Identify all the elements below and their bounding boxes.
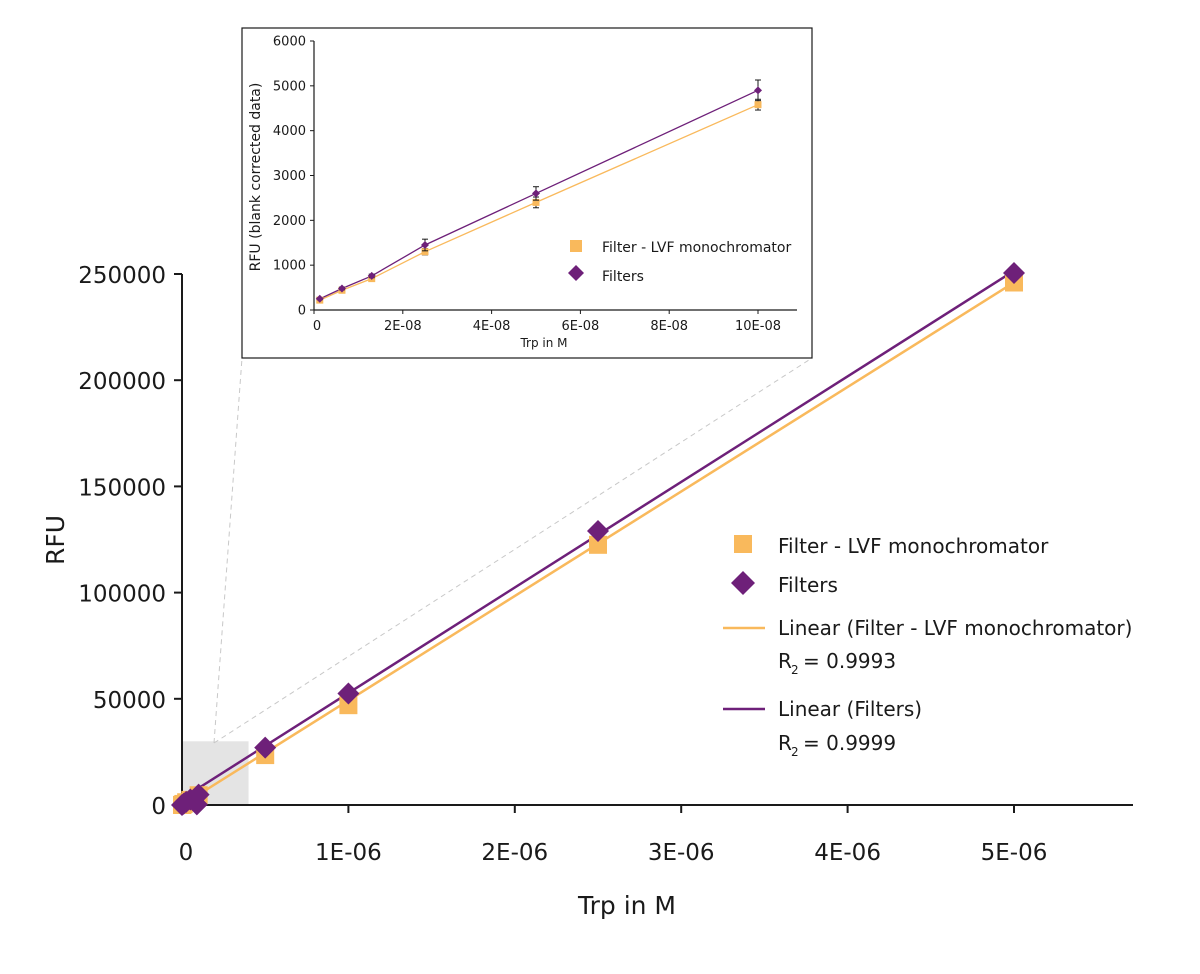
inset-x-tick-label: 10E-08 <box>735 319 781 334</box>
y-axis-title: RFU <box>41 515 70 565</box>
inset-line-lvf <box>319 104 759 301</box>
inset-legend-swatch-lvf <box>570 240 582 252</box>
inset-x-tick-label: 4E-08 <box>473 319 511 334</box>
inset-x-axis-title: Trp in M <box>519 336 567 350</box>
inset-chart: 0 1000 2000 3000 4000 5000 6000 0 2E-08 4E-08 6E-0… <box>241 27 813 359</box>
legend-label-lvf: Filter - LVF monochromator <box>778 534 1049 558</box>
main-legend: Filter - LVF monochromator Filters Linear … <box>723 534 1132 759</box>
x-axis-title: Trp in M <box>577 891 676 920</box>
data-point-filters <box>254 736 277 759</box>
r2-subscript-lvf: 2 <box>791 663 799 677</box>
inset-y-tick-label: 4000 <box>273 124 306 139</box>
r2-value-lvf: = 0.9993 <box>803 649 896 673</box>
data-point-filters <box>187 783 210 806</box>
x-tick-label: 2E-06 <box>481 840 548 866</box>
legend-label-filters: Filters <box>778 573 838 597</box>
inset-y-tick-label: 0 <box>298 304 306 319</box>
y-tick-label: 150000 <box>78 475 166 501</box>
inset-point-filters <box>367 271 376 280</box>
inset-y-tick-label: 6000 <box>273 35 306 50</box>
inset-line-filters <box>319 89 759 300</box>
inset-point-lvf <box>421 248 429 256</box>
inset-y-axis-title: RFU (blank corrected data) <box>248 83 264 272</box>
inset-frame <box>241 27 813 359</box>
y-tick-label: 0 <box>151 794 166 820</box>
inset-y-tick-label: 2000 <box>273 214 306 229</box>
y-tick-label: 100000 <box>78 582 166 608</box>
legend-swatch-lvf <box>734 535 752 553</box>
inset-point-filters <box>337 284 346 293</box>
inset-point-filters <box>315 294 324 303</box>
y-tick-label: 50000 <box>93 688 166 714</box>
inset-y-tick-label: 1000 <box>273 259 306 274</box>
zoom-connector-right <box>213 357 813 744</box>
x-tick-label: 0 <box>179 840 194 866</box>
legend-label-trend-lvf: Linear (Filter - LVF monochromator) <box>778 616 1132 640</box>
inset-legend-swatch-filters <box>568 265 584 281</box>
r2-label-lvf: R <box>778 649 792 673</box>
inset-x-tick-label: 2E-08 <box>384 319 422 334</box>
data-point-lvf <box>339 696 358 715</box>
r2-label-filters: R <box>778 731 792 755</box>
inset-x-tick-label: 0 <box>313 319 321 334</box>
inset-x-tick-label: 6E-08 <box>562 319 600 334</box>
data-point-filters <box>337 682 360 705</box>
x-tick-label: 3E-06 <box>648 840 715 866</box>
data-point-filters <box>1003 261 1025 284</box>
inset-legend-label-filters: Filters <box>602 269 644 285</box>
legend-swatch-filters <box>731 571 755 595</box>
zoom-connector-left <box>213 357 243 744</box>
x-tick-label: 5E-06 <box>981 840 1048 866</box>
inset-y-tick-label: 5000 <box>273 79 306 94</box>
data-point-lvf <box>589 535 607 554</box>
inset-x-tick-label: 8E-08 <box>650 319 688 334</box>
inset-point-lvf <box>754 101 762 109</box>
inset-legend-label-lvf: Filter - LVF monochromator <box>602 240 791 256</box>
inset-point-lvf <box>532 198 540 206</box>
inset-point-filters <box>421 240 429 249</box>
legend-label-trend-filters: Linear (Filters) <box>778 697 922 721</box>
y-tick-label: 250000 <box>78 263 166 289</box>
inset-point-filters <box>754 86 762 95</box>
y-tick-label: 200000 <box>78 369 166 395</box>
x-tick-label: 4E-06 <box>814 840 881 866</box>
inset-legend: Filter - LVF monochromator Filters <box>568 240 791 285</box>
inset-y-tick-label: 3000 <box>273 169 306 184</box>
r2-subscript-filters: 2 <box>791 745 799 759</box>
inset-point-filters <box>532 189 540 198</box>
data-point-filters <box>587 520 609 543</box>
r2-value-filters: = 0.9999 <box>803 731 896 755</box>
x-tick-label: 1E-06 <box>315 840 382 866</box>
